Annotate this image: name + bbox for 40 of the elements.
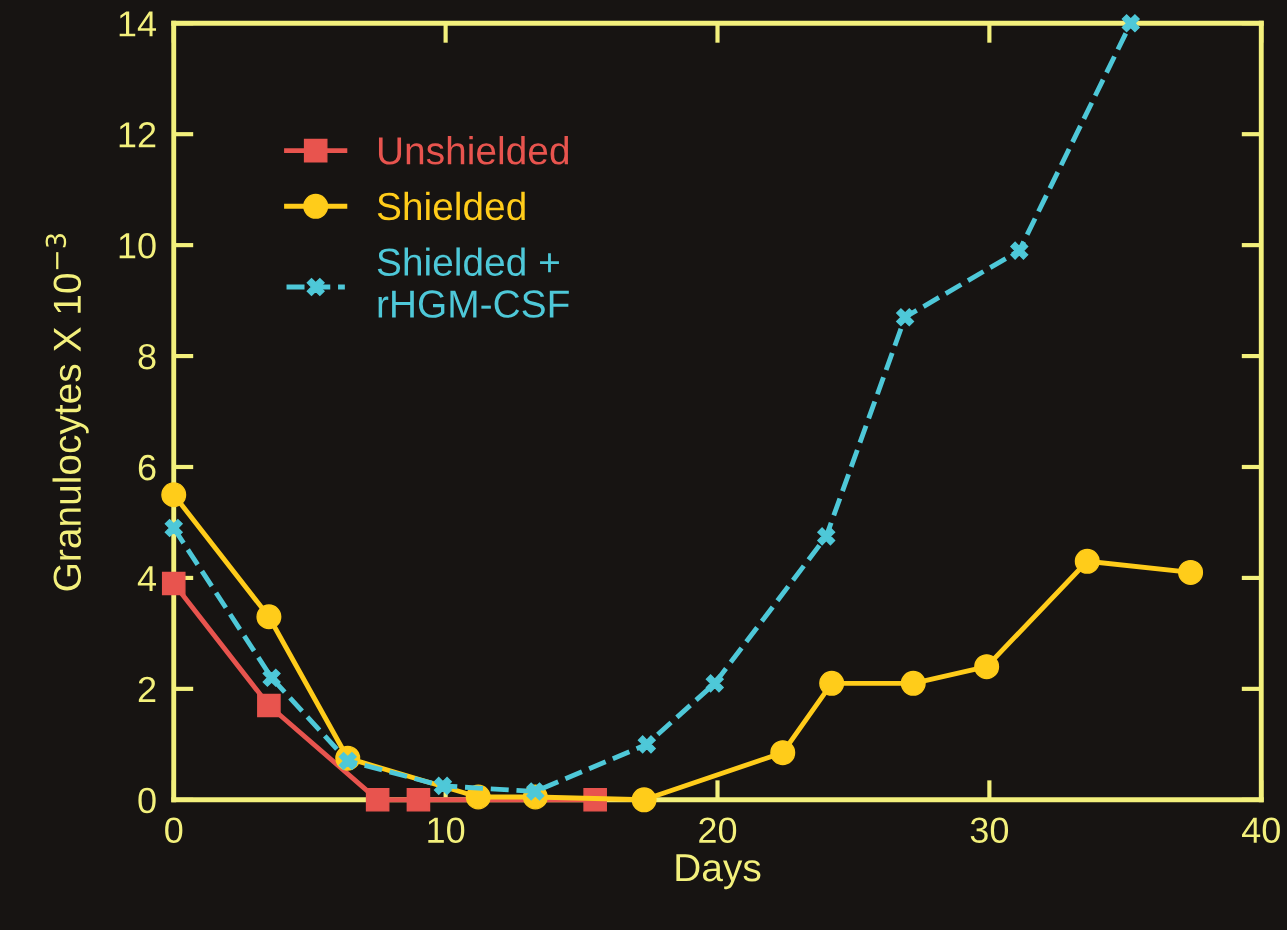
point <box>256 604 282 630</box>
point <box>365 787 390 812</box>
point <box>161 482 187 508</box>
point <box>164 518 183 538</box>
point <box>631 787 657 813</box>
y-tick-label: 0 <box>138 787 156 814</box>
point <box>406 787 431 812</box>
y-tick-label: 14 <box>119 11 157 37</box>
point <box>161 571 186 596</box>
point <box>1010 241 1029 260</box>
point <box>1121 14 1140 33</box>
point <box>900 670 926 696</box>
point <box>974 654 1000 680</box>
point <box>257 693 281 718</box>
point <box>433 776 452 795</box>
point <box>819 670 845 696</box>
legend-label: Shielded + rHGM-CSF <box>377 247 569 318</box>
y-tick-label: 6 <box>138 454 156 481</box>
y-tick-label: 10 <box>119 232 156 259</box>
y-tick-label: 4 <box>137 566 157 592</box>
point <box>817 527 836 546</box>
x-tick-label: 10 <box>428 817 465 843</box>
legend-label: Shielded <box>377 191 525 221</box>
y-axis-title: Granulocytes X 10$^{−3}$ <box>45 234 89 591</box>
point <box>262 668 281 687</box>
point <box>1178 559 1204 585</box>
x-tick-label: 0 <box>165 817 183 843</box>
point <box>770 740 796 766</box>
point <box>896 308 915 327</box>
x-tick-label: 20 <box>699 817 737 843</box>
y-tick-label: 12 <box>119 122 156 148</box>
y-tick-label: 8 <box>138 343 156 370</box>
point <box>705 674 724 693</box>
x-tick-label: 40 <box>1242 817 1280 843</box>
legend-label: Unshielded <box>378 136 569 165</box>
x-axis-title: Days <box>676 854 761 890</box>
y-tick-label: 2 <box>138 676 156 702</box>
point <box>637 735 656 754</box>
point <box>1074 548 1100 574</box>
x-tick-label: 30 <box>970 817 1009 843</box>
